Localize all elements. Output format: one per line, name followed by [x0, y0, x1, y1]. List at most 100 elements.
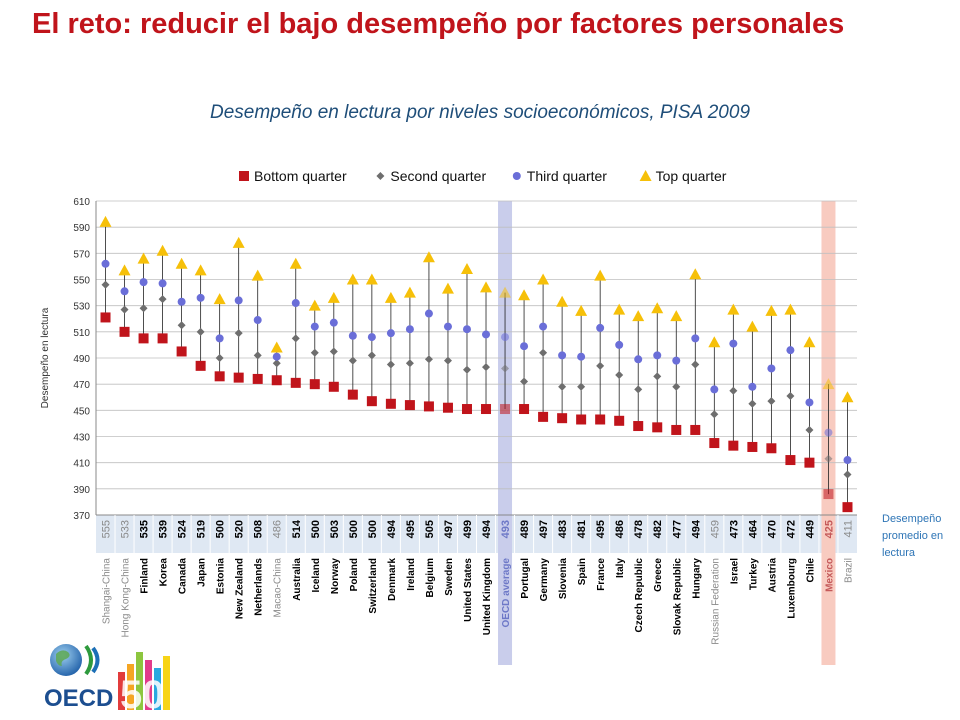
point-top-quarter — [346, 273, 359, 285]
chart-title: Desempeño en lectura por niveles socioec… — [209, 102, 751, 123]
y-tick-label: 370 — [73, 511, 90, 522]
point-bottom-quarter — [214, 371, 225, 382]
legend-marker — [512, 172, 521, 180]
oecd-logo-text: OECD — [44, 685, 113, 712]
anniversary-number: 50 — [120, 673, 165, 712]
mean-score-label: 486 — [614, 520, 626, 538]
point-top-quarter — [480, 281, 493, 293]
category-label: Mexico — [824, 558, 835, 592]
point-bottom-quarter — [671, 424, 682, 435]
point-bottom-quarter — [595, 414, 606, 425]
point-top-quarter — [194, 264, 207, 276]
point-top-quarter — [99, 215, 112, 227]
mean-score-label: 482 — [652, 520, 664, 538]
category-label: Czech Republic — [634, 558, 645, 633]
point-second-quarter — [577, 382, 586, 391]
point-third-quarter — [424, 309, 433, 318]
point-bottom-quarter — [709, 438, 720, 449]
mean-score-label: 500 — [215, 520, 227, 538]
legend-marker — [639, 170, 652, 181]
point-top-quarter — [403, 286, 416, 298]
category-label: Luxembourg — [786, 558, 797, 619]
mean-score-label: 500 — [367, 520, 379, 538]
point-second-quarter — [501, 364, 510, 373]
category-label: Denmark — [387, 558, 398, 601]
point-second-quarter — [691, 360, 700, 369]
point-second-quarter — [329, 347, 338, 356]
point-top-quarter — [175, 257, 188, 269]
category-label: Netherlands — [254, 558, 265, 616]
point-third-quarter — [767, 364, 776, 373]
category-label: United Kingdom — [482, 558, 493, 635]
point-third-quarter — [653, 351, 662, 360]
point-third-quarter — [634, 355, 643, 364]
point-bottom-quarter — [690, 424, 701, 435]
point-bottom-quarter — [500, 404, 511, 415]
point-third-quarter — [843, 456, 852, 465]
point-second-quarter — [653, 372, 662, 381]
point-top-quarter — [708, 336, 721, 348]
point-top-quarter — [727, 303, 740, 315]
point-third-quarter — [348, 331, 357, 340]
mean-score-label: 495 — [405, 520, 417, 538]
point-top-quarter — [765, 304, 778, 316]
point-bottom-quarter — [785, 455, 796, 466]
point-top-quarter — [670, 310, 683, 322]
point-second-quarter — [843, 470, 852, 479]
category-label: Belgium — [425, 558, 436, 598]
point-second-quarter — [520, 377, 529, 386]
point-third-quarter — [139, 278, 148, 287]
point-second-quarter — [101, 280, 110, 289]
point-bottom-quarter — [271, 375, 282, 386]
mean-score-label: 470 — [766, 520, 778, 538]
point-second-quarter — [767, 397, 776, 406]
point-third-quarter — [805, 398, 814, 407]
arc-green — [84, 644, 93, 676]
point-third-quarter — [367, 333, 376, 342]
mean-score-label: 519 — [196, 520, 208, 538]
point-bottom-quarter — [404, 400, 415, 411]
category-label: Estonia — [216, 558, 227, 595]
category-label: OECD average — [501, 558, 512, 628]
mean-score-label: 497 — [443, 520, 455, 538]
category-label: Slovak Republic — [672, 558, 683, 636]
point-second-quarter — [310, 348, 319, 357]
point-bottom-quarter — [423, 401, 434, 412]
category-label: Portugal — [520, 558, 531, 599]
point-third-quarter — [101, 259, 110, 268]
point-third-quarter — [443, 322, 452, 331]
point-bottom-quarter — [385, 398, 396, 409]
point-second-quarter — [424, 355, 433, 364]
point-bottom-quarter — [366, 396, 377, 407]
point-second-quarter — [539, 348, 548, 357]
mean-score-label: 478 — [633, 520, 645, 538]
legend-label: Top quarter — [656, 168, 727, 184]
point-bottom-quarter — [176, 346, 187, 357]
point-top-quarter — [518, 289, 531, 301]
point-bottom-quarter — [842, 502, 853, 513]
point-bottom-quarter — [823, 489, 834, 500]
y-tick-label: 610 — [73, 197, 90, 208]
point-top-quarter — [803, 336, 816, 348]
point-bottom-quarter — [576, 414, 587, 425]
category-label: Israel — [729, 558, 740, 584]
point-top-quarter — [118, 264, 131, 276]
legend-label: Bottom quarter — [254, 168, 347, 184]
category-label: Russian Federation — [710, 558, 721, 645]
category-label: Australia — [292, 558, 303, 601]
point-top-quarter — [460, 263, 473, 275]
point-top-quarter — [841, 391, 854, 403]
y-tick-label: 570 — [73, 249, 90, 260]
category-label: Ireland — [406, 558, 417, 591]
legend-label: Second quarter — [390, 168, 486, 184]
y-tick-label: 470 — [73, 380, 90, 391]
mean-score-label: 555 — [101, 520, 113, 538]
point-second-quarter — [748, 399, 757, 408]
point-third-quarter — [253, 316, 262, 325]
category-label: Canada — [178, 558, 189, 595]
point-bottom-quarter — [557, 413, 568, 424]
point-top-quarter — [251, 269, 264, 281]
mean-score-label: 464 — [747, 519, 759, 538]
point-bottom-quarter — [461, 404, 472, 415]
